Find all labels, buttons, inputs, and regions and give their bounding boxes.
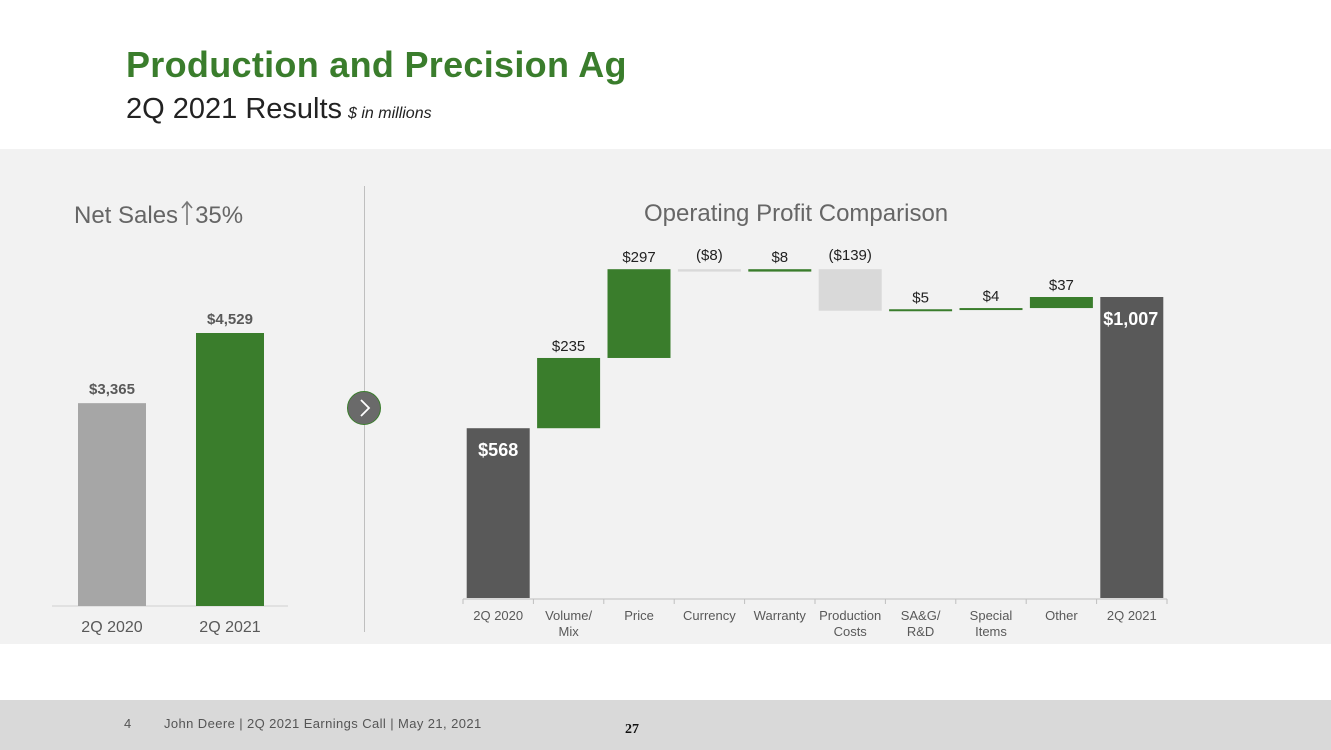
net-sales-bar	[196, 333, 264, 606]
waterfall-bar	[677, 269, 741, 272]
net-sales-bar	[78, 403, 146, 606]
waterfall-category-label: Other	[1045, 608, 1078, 623]
waterfall-bar	[959, 308, 1023, 311]
waterfall-bar	[537, 357, 601, 429]
footer-page-number: 4	[124, 716, 132, 731]
waterfall-value-label: $1,007	[1103, 309, 1158, 329]
waterfall-category-label: Price	[624, 608, 654, 623]
waterfall-bar	[889, 309, 953, 312]
net-sales-heading-change: 35%	[195, 202, 244, 229]
waterfall-value-label: $37	[1049, 277, 1074, 294]
net-sales-value-label: $3,365	[89, 381, 135, 398]
waterfall-category-label: Items	[975, 624, 1007, 639]
subtitle-text: 2Q 2021 Results	[126, 93, 343, 125]
waterfall-category-label: Warranty	[754, 608, 807, 623]
waterfall-value-label: $568	[478, 440, 518, 460]
waterfall-bar	[818, 269, 882, 311]
waterfall-category-label: Volume/	[545, 608, 592, 623]
waterfall-value-label: $297	[622, 249, 655, 266]
waterfall-value-label: $8	[771, 249, 788, 266]
net-sales-heading-label: Net Sales	[74, 202, 179, 229]
chevron-right-icon	[360, 399, 371, 417]
waterfall-category-label: Mix	[558, 624, 579, 639]
waterfall-category-label: R&D	[907, 624, 934, 639]
waterfall-category-label: SA&G/	[901, 608, 941, 623]
page-subtitle: 2Q 2021 Results $ in millions	[126, 93, 432, 126]
waterfall-category-label: Production	[819, 608, 881, 623]
waterfall-bar	[748, 269, 812, 272]
footer: 4 John Deere | 2Q 2021 Earnings Call | M…	[0, 700, 1331, 750]
page-title: Production and Precision Ag	[126, 44, 627, 85]
waterfall-bar	[466, 428, 530, 598]
waterfall-category-label: 2Q 2020	[473, 608, 523, 623]
waterfall-category-label: Special	[970, 608, 1013, 623]
waterfall-category-label: Currency	[683, 608, 736, 623]
up-arrow-icon	[181, 200, 193, 225]
net-sales-value-label: $4,529	[207, 311, 253, 328]
operating-profit-heading: Operating Profit Comparison	[644, 200, 949, 227]
units-note: $ in millions	[348, 105, 432, 122]
waterfall-category-label: Costs	[834, 624, 868, 639]
net-sales-category-label: 2Q 2021	[199, 619, 260, 636]
footer-caption: John Deere | 2Q 2021 Earnings Call | May…	[164, 716, 482, 731]
slide-number: 27	[625, 722, 639, 737]
waterfall-value-label: $4	[983, 288, 1000, 305]
waterfall-category-label: 2Q 2021	[1107, 608, 1157, 623]
waterfall-bar	[1029, 297, 1093, 309]
net-sales-category-label: 2Q 2020	[81, 619, 142, 636]
waterfall-value-label: ($139)	[829, 247, 872, 264]
waterfall-value-label: $5	[912, 289, 929, 306]
waterfall-value-label: $235	[552, 338, 585, 355]
net-sales-heading: Net Sales 35%	[74, 200, 243, 230]
waterfall-value-label: ($8)	[696, 247, 723, 264]
waterfall-bar	[607, 269, 671, 358]
waterfall-bar	[1100, 297, 1164, 598]
next-arrow-button[interactable]	[347, 391, 381, 425]
